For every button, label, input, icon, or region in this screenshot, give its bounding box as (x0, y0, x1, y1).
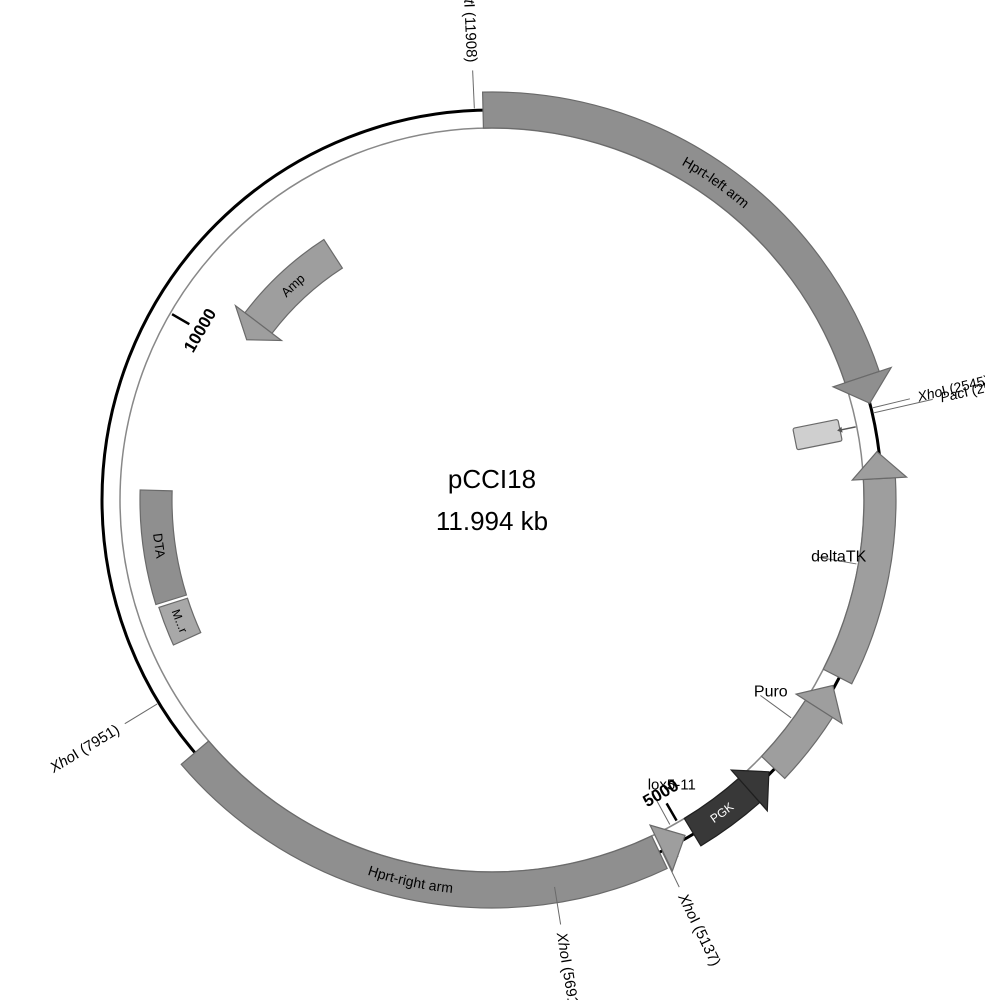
arrowhead-icon (852, 452, 906, 480)
restriction-sites-layer: NotI (11908)XhoI (2545)PacI (2570)XhoI (… (46, 0, 985, 1000)
site-tick (125, 704, 157, 724)
ticks-layer: 100005000 (172, 305, 682, 820)
scale-label: 10000 (180, 305, 220, 355)
restriction-site-label: NotI (11908) (459, 0, 480, 63)
scale-tick (667, 803, 677, 820)
insert-box (793, 419, 842, 450)
site-tick (473, 70, 475, 108)
plasmid-map: Hprt-left armdeltaTKPuroPGKlox5-11Hprt-r… (0, 0, 985, 1000)
scale-tick (172, 314, 189, 324)
restriction-site-label: XhoI (5137) (674, 890, 724, 969)
features-layer: Hprt-left armdeltaTKPuroPGKlox5-11Hprt-r… (140, 92, 907, 908)
pointer-icon (842, 427, 856, 430)
feature-label: deltaTK (811, 549, 866, 566)
plasmid-size: 11.994 kb (436, 506, 548, 536)
feature-hprt-left-arm (483, 92, 880, 383)
site-tick (874, 399, 932, 412)
feature-puro (762, 700, 833, 778)
site-tick (873, 399, 910, 408)
restriction-site-label: XhoI (7951) (46, 721, 123, 777)
feature-label: Puro (754, 683, 788, 700)
restriction-site-label: XhoI (5691) (553, 930, 582, 1000)
feature-deltatk (823, 478, 896, 684)
floating-box-layer (793, 419, 856, 450)
plasmid-name: pCCI18 (448, 464, 536, 494)
